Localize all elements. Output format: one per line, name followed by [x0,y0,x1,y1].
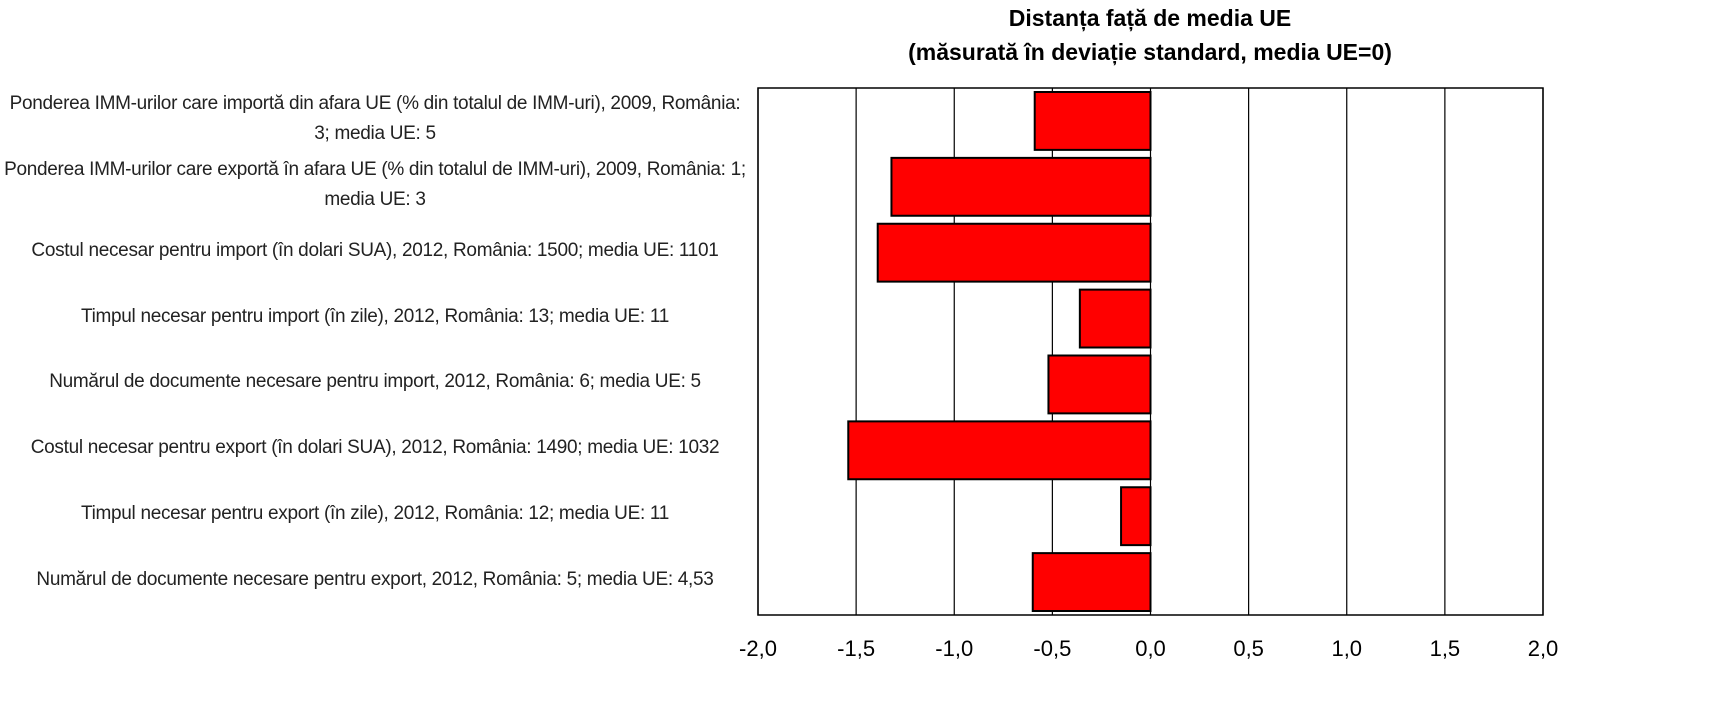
category-label: Numărul de documente necesare pentru imp… [49,371,701,393]
x-tick-label: 2,0 [1528,636,1559,661]
category-label: Timpul necesar pentru export (în zile), … [80,503,670,525]
x-tick-label: 1,5 [1430,636,1461,661]
bar [1031,552,1152,612]
bar [847,420,1152,481]
category-label: Ponderea IMM-urilor care importă din afa… [9,92,741,144]
category-label: Ponderea IMM-urilor care exportă în afar… [4,158,746,210]
x-tick-label: -1,0 [935,636,973,661]
category-label: Costul necesar pentru import (în dolari … [31,239,719,261]
x-tick-label: -2,0 [739,636,777,661]
category-label: Costul necesar pentru export (în dolari … [30,437,720,459]
x-tick-label: 1,0 [1331,636,1362,661]
chart-subtitle: (măsurată în deviație standard, media UE… [908,39,1392,66]
bar [876,222,1152,283]
bar [890,156,1152,217]
bar [1033,91,1152,151]
x-tick-label: 0,0 [1135,636,1166,661]
bar [1078,288,1152,349]
category-label: Timpul necesar pentru import (în zile), … [80,305,670,327]
x-tick-label: -0,5 [1033,636,1071,661]
plot-border [757,87,1544,616]
category-label: Numărul de documente necesare pentru exp… [36,569,714,591]
x-tick-label: -1,5 [837,636,875,661]
bar [1047,354,1152,415]
chart-title: Distanța față de media UE [1009,5,1291,32]
x-tick-label: 0,5 [1233,636,1264,661]
bar [1120,486,1152,547]
